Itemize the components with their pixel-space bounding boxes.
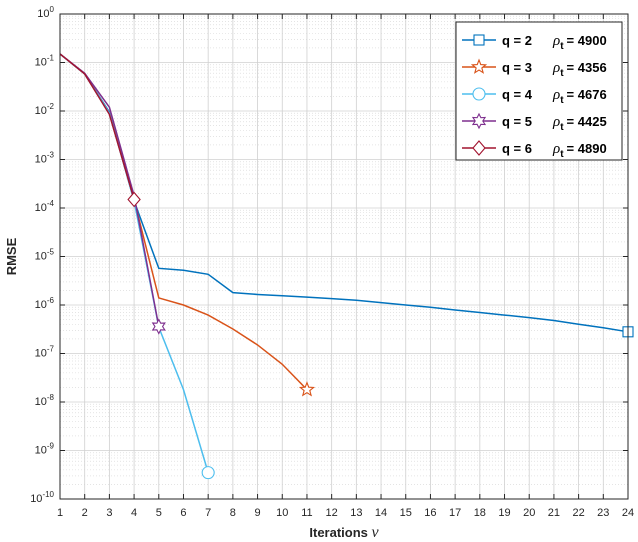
legend-item: q = 2 ρt = 4900 — [462, 33, 607, 52]
series-end-marker — [201, 466, 215, 480]
x-tick-label: 3 — [106, 507, 112, 519]
series-layer — [59, 53, 634, 480]
x-tick-label: 5 — [156, 507, 162, 519]
x-tick-label: 19 — [498, 507, 510, 519]
legend-marker — [473, 34, 485, 46]
y-tick-label: 10-6 — [35, 296, 55, 311]
x-tick-label: 11 — [301, 507, 312, 519]
legend-item: q = 6 ρt = 4890 — [462, 140, 607, 160]
x-tick-label: 16 — [424, 507, 436, 519]
x-tick-label: 10 — [276, 507, 288, 519]
y-tick-label: 10-9 — [35, 442, 55, 457]
series-end-marker — [127, 191, 141, 208]
legend-item: q = 5 ρt = 4425 — [462, 112, 607, 133]
legend-label: q = 2 ρt = 4900 — [502, 33, 607, 52]
legend-marker — [470, 58, 488, 74]
x-tick-label: 15 — [400, 507, 412, 519]
series-end-marker — [298, 381, 316, 397]
y-tick-label: 10-5 — [35, 248, 55, 263]
x-tick-label: 24 — [622, 507, 634, 519]
legend-label: q = 5 ρt = 4425 — [502, 114, 607, 133]
x-tick-label: 7 — [205, 507, 211, 519]
y-tick-label: 10-2 — [35, 102, 55, 117]
y-tick-label: 10-10 — [30, 490, 54, 505]
y-tick-label: 10-4 — [35, 199, 55, 214]
legend-label: q = 3 ρt = 4356 — [502, 60, 607, 79]
y-tick-label: 10-8 — [35, 393, 55, 408]
legend-marker — [471, 112, 487, 130]
series-3 — [59, 53, 215, 480]
y-tick-label: 10-1 — [35, 54, 55, 69]
x-tick-label: 23 — [597, 507, 609, 519]
x-tick-label: 14 — [375, 507, 387, 519]
series-5 — [59, 53, 141, 208]
series-end-marker — [151, 318, 166, 335]
x-tick-label: 21 — [548, 507, 560, 519]
y-tick-label: 10-3 — [35, 151, 55, 166]
axis-ticks: 1 2 3 4 5 6 7 8 9 10 11 12 13 14 15 16 17 18 19 20 21 22 23 241… — [30, 5, 634, 519]
x-tick-label: 13 — [350, 507, 362, 519]
x-tick-label: 9 — [255, 507, 261, 519]
x-tick-label: 8 — [230, 507, 236, 519]
x-tick-label: 18 — [474, 507, 486, 519]
x-tick-label: 2 — [82, 507, 88, 519]
y-tick-label: 100 — [37, 5, 54, 20]
x-tick-label: 12 — [326, 507, 338, 519]
x-axis-label: Iterations ν — [309, 524, 379, 541]
series-2 — [59, 53, 316, 397]
legend-label: q = 6 ρt = 4890 — [502, 141, 607, 160]
x-tick-label: 20 — [523, 507, 535, 519]
x-tick-label: 1 — [57, 507, 63, 519]
x-tick-label: 6 — [180, 507, 186, 519]
x-axis-label-text: Iterations — [309, 525, 368, 540]
legend-item: q = 4 ρt = 4676 — [462, 87, 607, 106]
x-tick-label: 22 — [572, 507, 584, 519]
legend-marker — [472, 87, 486, 101]
legend: q = 2 ρt = 4900 q = 3 ρt = 4356 q = 4 ρt = 4676 q… — [455, 21, 623, 161]
series-line — [59, 53, 135, 200]
x-axis-label-symbol: ν — [372, 524, 380, 541]
series-line — [59, 53, 629, 333]
legend-item: q = 3 ρt = 4356 — [462, 58, 607, 79]
legend-marker — [472, 140, 486, 156]
x-tick-label: 4 — [131, 507, 137, 519]
x-tick-label: 17 — [449, 507, 461, 519]
legend-label: q = 4 ρt = 4676 — [502, 87, 607, 106]
y-axis-label: RMSE — [4, 237, 19, 275]
y-tick-label: 10-7 — [35, 345, 55, 360]
